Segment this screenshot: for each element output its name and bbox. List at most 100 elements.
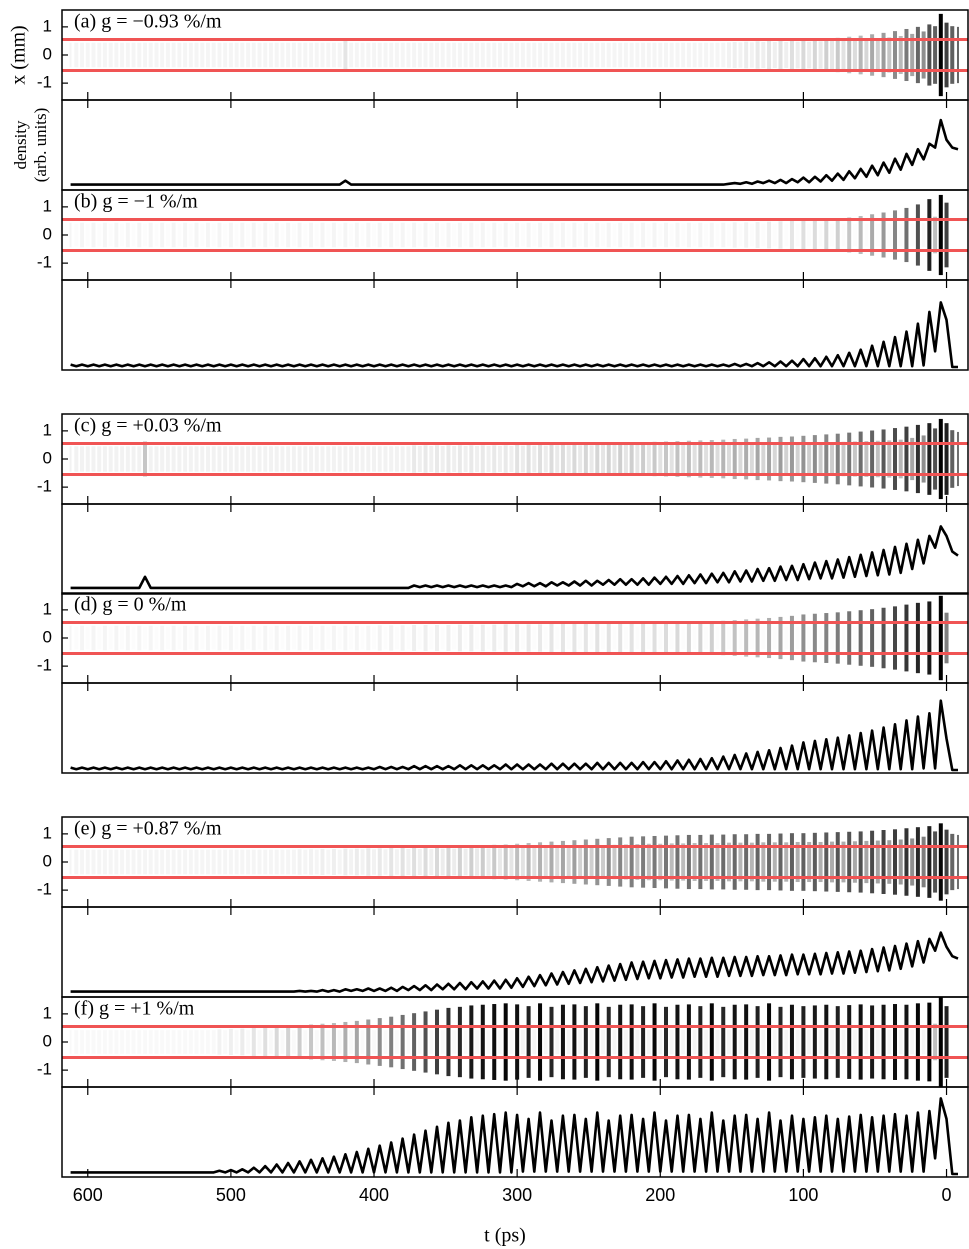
fringe: [212, 850, 216, 875]
fringe: [738, 42, 743, 68]
fringe: [847, 217, 852, 253]
fringe: [938, 997, 943, 1087]
fringe: [171, 446, 176, 472]
fringe: [217, 223, 221, 248]
fringe: [378, 43, 382, 68]
fringe: [721, 834, 726, 890]
fringe: [732, 222, 737, 248]
fringe: [240, 626, 244, 651]
fringe: [195, 43, 199, 68]
fringe: [189, 850, 193, 875]
fringe: [899, 626, 903, 649]
fringe: [263, 446, 268, 472]
density-label: density: [11, 120, 30, 170]
fringe: [852, 441, 857, 477]
fringe: [235, 1030, 239, 1054]
fringe: [446, 846, 451, 878]
fringe: [893, 31, 898, 79]
fringe: [395, 223, 399, 246]
fringe: [177, 446, 182, 472]
fringe: [114, 850, 118, 875]
fringe: [835, 612, 840, 664]
fringe: [515, 223, 519, 248]
fringe: [904, 604, 909, 672]
fringe: [463, 445, 468, 473]
fringe: [464, 43, 468, 68]
fringe: [715, 843, 720, 881]
fringe: [590, 43, 594, 68]
y-tick-label: -1: [37, 1060, 52, 1079]
fringe: [372, 43, 376, 68]
fringe: [767, 1003, 772, 1081]
fringe: [658, 43, 662, 68]
fringe: [217, 850, 221, 875]
fringe: [641, 1006, 646, 1078]
fringe: [172, 43, 176, 68]
fringe: [487, 626, 491, 649]
fringe: [258, 43, 262, 68]
fringe: [475, 1030, 479, 1054]
fringe: [956, 834, 959, 890]
fringe: [789, 40, 794, 70]
fringe: [400, 847, 405, 877]
fringe: [567, 223, 571, 246]
fringe: [841, 626, 845, 649]
fringe: [103, 43, 107, 68]
fringe: [223, 43, 227, 68]
fringe: [469, 445, 474, 473]
fringe: [607, 43, 611, 68]
fringe: [154, 446, 159, 472]
fringe: [704, 1030, 708, 1055]
fringe: [675, 622, 680, 654]
fringe: [160, 626, 164, 651]
fringe: [114, 43, 118, 68]
fringe: [670, 1030, 674, 1055]
fringe: [578, 445, 583, 473]
fringe: [784, 442, 789, 476]
fringe: [686, 622, 691, 654]
fringe: [189, 223, 193, 246]
fringe: [956, 431, 959, 487]
fringe: [137, 1030, 141, 1054]
fringe: [297, 446, 302, 472]
fringe: [653, 223, 657, 248]
fringe: [280, 446, 285, 472]
x-axis-label: t (ps): [484, 1225, 526, 1247]
fringe: [97, 446, 102, 472]
fringe: [583, 623, 588, 653]
fringe: [70, 223, 72, 248]
fringe: [927, 24, 932, 86]
fringe: [469, 1005, 474, 1079]
fringe: [910, 1030, 914, 1055]
fringe: [172, 850, 176, 875]
fringe: [205, 446, 210, 472]
fringe: [103, 850, 107, 875]
fringe: [921, 836, 926, 888]
fringe: [578, 223, 582, 246]
y-axis-label: x (mm): [8, 25, 30, 84]
density-frame: [61, 682, 969, 774]
fringe: [429, 848, 434, 876]
fringe: [624, 1030, 628, 1055]
fringe: [309, 1024, 314, 1060]
fringe: [527, 223, 531, 248]
fringe: [761, 443, 766, 475]
fringe: [424, 223, 428, 248]
fringe: [629, 836, 634, 888]
fringe: [80, 626, 84, 651]
fringe: [853, 1030, 857, 1055]
fringe: [177, 43, 181, 68]
fringe: [406, 1030, 410, 1054]
fringe: [698, 43, 702, 68]
fringe: [881, 607, 886, 669]
fringe: [944, 829, 949, 895]
fringe: [515, 43, 519, 68]
fringe: [183, 43, 187, 68]
fringe: [137, 446, 142, 472]
fringe: [876, 223, 880, 246]
fringe: [103, 626, 107, 651]
fringe: [521, 626, 525, 649]
fringe: [440, 848, 445, 876]
fringe: [824, 434, 829, 484]
fringe: [189, 626, 193, 649]
